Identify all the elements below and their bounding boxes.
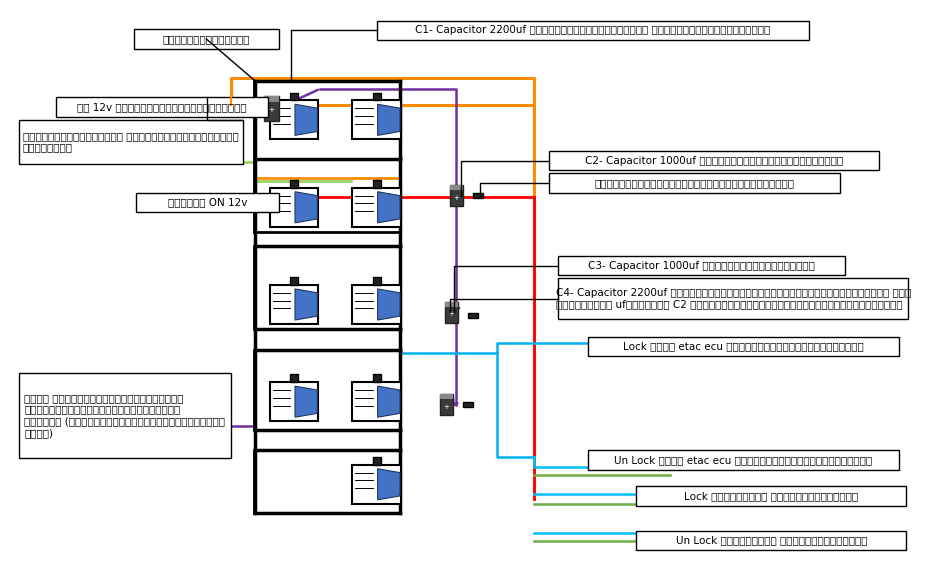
Bar [290,180,298,188]
Bar [372,93,381,100]
Text: C4- Capacitor 2200uf เพื่อตัดระบบเชื่อนทรัลสล้อกจากประตู และ
ต้องมีค่า ufมากกว่า: C4- Capacitor 2200uf เพื่อตัดระบบเชื่อนท… [556,288,911,309]
Polygon shape [295,386,317,417]
Bar [587,336,899,356]
Bar [372,375,381,382]
Bar [352,285,401,324]
Text: ไดโอดป้องกันไม่ให้กระแสไฟไหลกลับ: ไดโอดป้องกันไม่ให้กระแสไฟไหลกลับ [595,178,794,188]
Bar [468,313,478,317]
Bar [255,350,400,430]
Bar [559,278,908,319]
Text: สวิตช์ ON 12v: สวิตช์ ON 12v [168,198,247,207]
Bar [290,93,298,100]
Polygon shape [377,469,400,500]
Bar [270,188,318,227]
Text: +: + [444,403,449,410]
Bar [290,277,298,285]
Bar [270,382,318,421]
Text: C3- Capacitor 1000uf หน่วงเวลาประตูแล้ม: C3- Capacitor 1000uf หน่วงเวลาประตูแล้ม [588,261,815,270]
Bar [136,193,279,212]
Bar [352,465,401,504]
Bar [19,372,231,458]
Polygon shape [377,289,400,320]
Bar [56,97,268,117]
Bar [559,256,846,275]
Bar [587,450,899,470]
Bar [549,151,879,170]
Text: Un Lock ฝึ่ง etac ecu ไฟที่ออกมาเป็นชั่วคราว: Un Lock ฝึ่ง etac ecu ไฟที่ออกมาเป็นชั่ว… [614,455,872,465]
Bar [255,81,400,231]
Bar [372,180,381,188]
Polygon shape [377,386,400,417]
Bar [464,402,473,407]
Polygon shape [295,289,317,320]
Text: ไฟ 12v ที่มีการจ่ายกระแสตลอด: ไฟ 12v ที่มีการจ่ายกระแสตลอด [77,102,247,112]
Bar [445,301,458,323]
Bar [372,457,381,465]
Bar [376,21,809,40]
Polygon shape [377,192,400,223]
Bar [134,29,279,49]
Polygon shape [295,192,317,223]
Bar [19,120,242,163]
Bar [264,96,279,102]
Bar [440,394,453,399]
Bar [636,531,906,551]
Polygon shape [295,104,317,135]
Text: +: + [453,195,459,201]
Text: เบรก เส้นนี้จะจ่ายสัญญาณลบ
ตลอดเมื่อกดเบรกจะทำการตัด
สัญญาณ (จากที่ผมใช้มิเตอร์ว: เบรก เส้นนี้จะจ่ายสัญญาณลบ ตลอดเมื่อกดเบ… [25,393,225,438]
Text: +: + [448,311,454,317]
Bar [549,173,840,193]
Bar [255,450,400,513]
Bar [270,285,318,324]
Bar [352,188,401,227]
Text: Un Lock ฝึ่งประตู จ่ายไฟชั่วคราว: Un Lock ฝึ่งประตู จ่ายไฟชั่วคราว [675,536,867,545]
Text: สายเช็คประตูแล้ม ถ้าประตูแล้มระบบจะ
ไม่ทำงาน: สายเช็คประตูแล้ม ถ้าประตูแล้มระบบจะ ไม่ท… [23,131,238,152]
Bar [270,100,318,139]
Bar [449,185,464,190]
Bar [290,375,298,382]
Bar [352,100,401,139]
Bar [372,277,381,285]
Bar [440,394,453,415]
Bar [473,193,483,198]
Bar [449,185,464,206]
Bar [636,486,906,506]
Bar [264,96,279,121]
Text: +: + [269,107,275,113]
Polygon shape [377,104,400,135]
Text: Lock ฝึ่ง etac ecu ไฟที่ออกมาเป็นชั่วคราว: Lock ฝึ่ง etac ecu ไฟที่ออกมาเป็นชั่วครา… [622,342,864,351]
Text: Lock ฝึ่งประตู จ่ายไฟชั่วคราว: Lock ฝึ่งประตู จ่ายไฟชั่วคราว [684,491,858,501]
Bar [445,301,458,307]
Text: C1- Capacitor 2200uf หรือมากกว่านี้ก็ได้ ใช้หน่วงไฟประตูแล้ม: C1- Capacitor 2200uf หรือมากกว่านี้ก็ได้… [415,25,770,36]
Bar [352,382,401,421]
Bar [255,246,400,329]
Text: กราวด์ลงตัวถัง: กราวด์ลงตัวถัง [162,34,250,44]
Text: C2- Capacitor 1000uf ทำหน้าที่ลือคประตูประตู: C2- Capacitor 1000uf ทำหน้าที่ลือคประตูป… [585,156,843,166]
